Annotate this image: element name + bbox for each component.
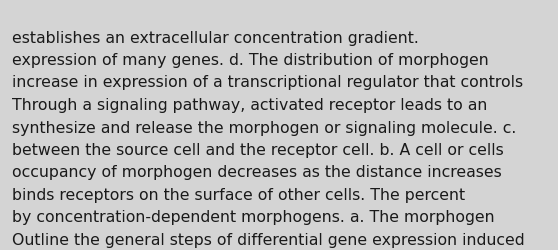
Text: synthesize and release the morphogen or signaling molecule. c.: synthesize and release the morphogen or … bbox=[12, 120, 516, 135]
Text: establishes an extracellular concentration gradient.: establishes an extracellular concentrati… bbox=[12, 30, 419, 45]
Text: Outline the general steps of differential gene expression induced: Outline the general steps of differentia… bbox=[12, 232, 525, 247]
Text: binds receptors on the surface of other cells. The percent: binds receptors on the surface of other … bbox=[12, 187, 465, 202]
Text: expression of many genes. d. The distribution of morphogen: expression of many genes. d. The distrib… bbox=[12, 53, 489, 68]
Text: Through a signaling pathway, activated receptor leads to an: Through a signaling pathway, activated r… bbox=[12, 98, 487, 112]
Text: occupancy of morphogen decreases as the distance increases: occupancy of morphogen decreases as the … bbox=[12, 165, 502, 180]
Text: increase in expression of a transcriptional regulator that controls: increase in expression of a transcriptio… bbox=[12, 75, 523, 90]
Text: between the source cell and the receptor cell. b. A cell or cells: between the source cell and the receptor… bbox=[12, 142, 504, 157]
Text: by concentration-dependent morphogens. a. The morphogen: by concentration-dependent morphogens. a… bbox=[12, 210, 494, 224]
